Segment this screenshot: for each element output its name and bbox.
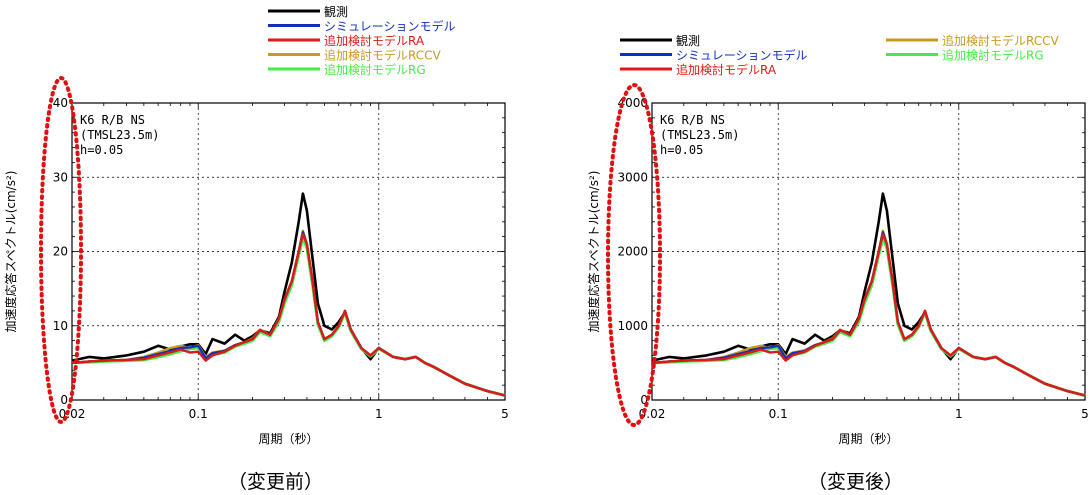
x-tick-label: 5 (501, 407, 509, 421)
x-tick-label: 5 (1081, 407, 1089, 421)
legend-label: 追加検討モデルRCCV (942, 33, 1059, 48)
highlight-oval (606, 83, 662, 427)
x-axis-label: 周期（秒） (258, 432, 318, 446)
y-tick-label: 40 (53, 96, 68, 110)
x-tick-label: 1 (375, 407, 383, 421)
x-tick-label: 1 (955, 407, 963, 421)
plot-annotation: h=0.05 (660, 143, 703, 157)
y-axis-label: 加速度応答スペクトル(cm/s²) (586, 171, 601, 333)
legend-label: 追加検討モデルRA (676, 62, 777, 77)
legend-label: 観測 (676, 34, 700, 48)
plot-annotation: K6 R/B NS (660, 113, 725, 127)
y-axis-label: 加速度応答スペクトル(cm/s²) (3, 171, 18, 333)
plot-annotation: h=0.05 (80, 143, 123, 157)
series-line-ra (71, 233, 506, 397)
legend-label: 追加検討モデルRG (324, 62, 426, 77)
plot-annotation: (TMSL23.5m) (80, 128, 159, 142)
legend-label: シミュレーションモデル (324, 19, 456, 34)
legend-label: シミュレーションモデル (676, 48, 808, 63)
x-tick-label: 0.1 (189, 407, 208, 421)
highlight-oval (39, 76, 83, 424)
x-tick-label: 0.02 (59, 407, 86, 421)
legend-label: 観測 (324, 5, 348, 19)
legend-label: 追加検討モデルRCCV (324, 48, 441, 63)
y-tick-label: 10 (53, 319, 68, 333)
legend-label: 追加検討モデルRA (324, 33, 425, 48)
y-tick-label: 20 (53, 245, 68, 259)
chart-after: 0.02 0.1 1 501000200030004000周期（秒）加速度応答スペクト… (586, 33, 1089, 493)
legend-label: 追加検討モデルRG (942, 48, 1044, 63)
plot-annotation: K6 R/B NS (80, 113, 145, 127)
y-tick-label: 0 (640, 393, 648, 407)
plot-annotation: (TMSL23.5m) (660, 128, 739, 142)
chart-caption: （変更後） (808, 471, 903, 491)
y-tick-label: 2000 (617, 245, 648, 259)
chart-before: 0.02 0.1 1 5 0 10 20 30 40 周期（秒） 加速度応答スペクトル(cm/s²)… (3, 5, 509, 493)
x-axis-label: 周期（秒） (838, 432, 898, 446)
series-line-ra (651, 233, 1086, 397)
y-tick-label: 30 (53, 170, 68, 184)
y-tick-label: 0 (60, 393, 68, 407)
y-tick-label: 1000 (617, 319, 648, 333)
x-tick-label: 0.1 (769, 407, 788, 421)
y-tick-label: 3000 (617, 170, 648, 184)
chart-caption: （変更前） (228, 471, 323, 491)
